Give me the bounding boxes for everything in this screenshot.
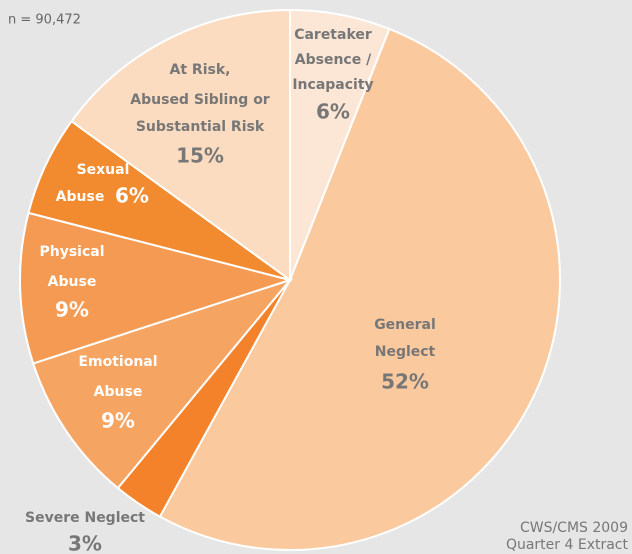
- slice-value-label: 6%: [316, 100, 350, 124]
- slice-label: Physical Abuse: [39, 244, 104, 290]
- slice-label-line: Substantial Risk: [136, 119, 265, 135]
- pie-slice: [158, 27, 561, 551]
- slice-label-line: Absence /: [295, 52, 372, 68]
- slice-value-label: 52%: [381, 370, 429, 394]
- slice-label: Sexual Abuse: [56, 162, 130, 205]
- slice-label-line: Emotional: [78, 354, 157, 370]
- slice-value-label: 9%: [55, 298, 89, 322]
- slice-label: General Neglect: [374, 317, 436, 360]
- slice-label-line: Abuse: [94, 384, 143, 400]
- slice-value-label: 15%: [176, 144, 224, 168]
- pie-slice: [70, 8, 291, 282]
- slice-label-line: Abused Sibling or: [130, 92, 270, 108]
- slice-value-label: 6%: [115, 184, 149, 208]
- slice-label-line: Sexual: [77, 162, 130, 178]
- pie-slice: [31, 277, 293, 490]
- slice-label-line: Physical: [39, 244, 104, 260]
- pie-slice: [19, 211, 294, 365]
- sample-size-note: n = 90,472: [8, 13, 81, 28]
- slice-label: Severe Neglect: [25, 510, 145, 526]
- slice-label: Emotional Abuse: [78, 354, 157, 400]
- slice-label-line: Abuse: [48, 274, 97, 290]
- slice-label-line: Caretaker: [294, 27, 372, 43]
- slice-value-label: 9%: [101, 409, 135, 433]
- slice-label: Caretaker Absence / Incapacity: [292, 27, 373, 93]
- source-note-line: Quarter 4 Extract: [506, 537, 629, 553]
- slice-label-line: Abuse: [56, 189, 105, 205]
- slice-label-line: Severe Neglect: [25, 510, 145, 526]
- slice-label-line: General: [374, 317, 436, 333]
- slice-label-line: At Risk,: [170, 62, 231, 78]
- source-note: CWS/CMS 2009 Quarter 4 Extract: [506, 520, 629, 553]
- slice-label-line: Incapacity: [292, 77, 373, 93]
- source-note-line: CWS/CMS 2009: [520, 520, 628, 536]
- slice-value-label: 3%: [68, 532, 102, 554]
- slice-label: At Risk, Abused Sibling or Substantial Ris…: [130, 62, 270, 135]
- slice-label-line: Neglect: [375, 344, 436, 360]
